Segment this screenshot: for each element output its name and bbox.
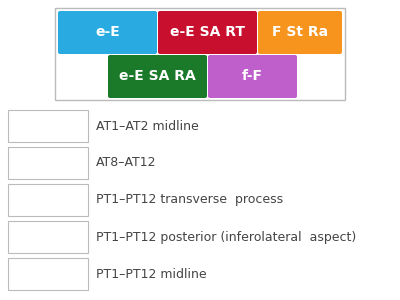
Text: F St Ra: F St Ra (272, 26, 328, 40)
Text: e-E: e-E (95, 26, 120, 40)
Text: f-F: f-F (242, 70, 263, 83)
Bar (8, 258, 88, 290)
Text: AT8–AT12: AT8–AT12 (96, 157, 156, 169)
Text: PT1–PT12 transverse  process: PT1–PT12 transverse process (96, 194, 283, 206)
FancyBboxPatch shape (158, 11, 257, 54)
Text: PT1–PT12 midline: PT1–PT12 midline (96, 268, 207, 281)
Bar (8, 147, 88, 179)
Text: e-E SA RA: e-E SA RA (119, 70, 196, 83)
Bar (8, 221, 88, 253)
Bar (8, 184, 88, 216)
FancyBboxPatch shape (258, 11, 342, 54)
Bar (55, 8, 345, 100)
FancyBboxPatch shape (208, 55, 297, 98)
Bar (8, 110, 88, 142)
FancyBboxPatch shape (108, 55, 207, 98)
Text: e-E SA RT: e-E SA RT (170, 26, 245, 40)
Text: PT1–PT12 posterior (inferolateral  aspect): PT1–PT12 posterior (inferolateral aspect… (96, 230, 356, 244)
Text: AT1–AT2 midline: AT1–AT2 midline (96, 119, 199, 133)
FancyBboxPatch shape (58, 11, 157, 54)
